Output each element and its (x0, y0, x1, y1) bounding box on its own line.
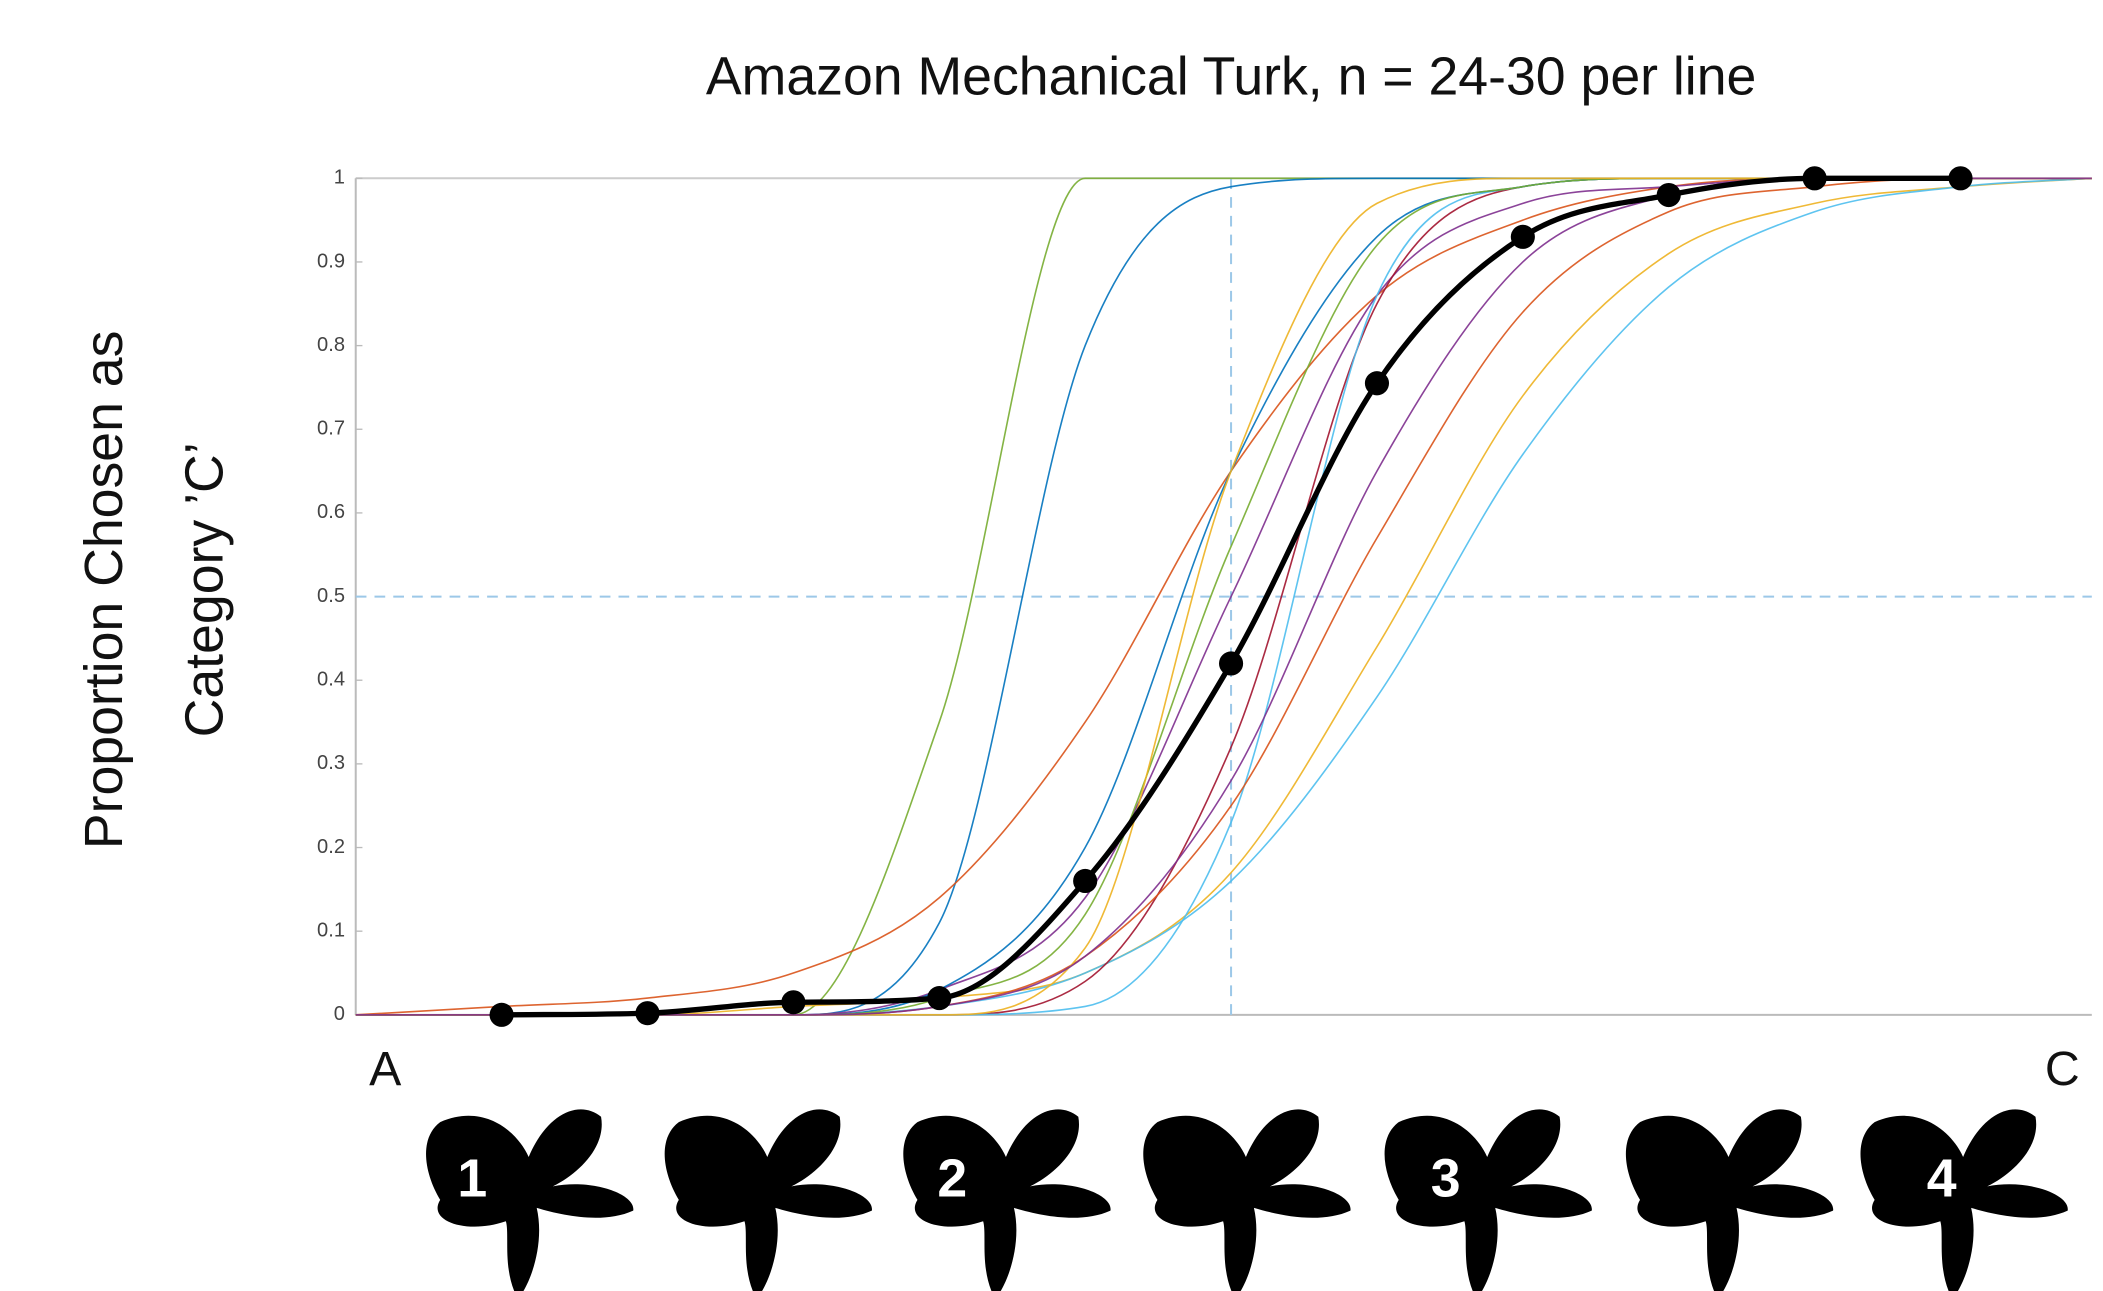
data-point (1365, 371, 1389, 395)
data-point (1073, 869, 1097, 893)
x-end-label: A (369, 1042, 402, 1096)
y-tick-label: 0.1 (317, 919, 345, 941)
data-point (1219, 651, 1243, 675)
y-axis-label: Proportion Chosen as (74, 331, 134, 850)
stimulus-image (1385, 1109, 1592, 1291)
stimulus-image (665, 1109, 872, 1291)
y-tick-label: 0.5 (317, 585, 345, 607)
stimulus-label: 1 (457, 1149, 487, 1209)
x-end-label: C (2045, 1042, 2080, 1096)
y-tick-label: 0.6 (317, 501, 345, 523)
y-tick-label: 0.7 (317, 418, 345, 440)
data-point (781, 990, 805, 1014)
y-tick-label: 0.4 (317, 669, 345, 691)
stimuli (426, 1109, 2068, 1291)
y-tick-label: 0.2 (317, 836, 345, 858)
data-point (1948, 166, 1972, 190)
page: {"chart_data": { "type": "line", "title"… (0, 0, 2103, 1291)
stimulus-image (1626, 1109, 1833, 1291)
y-tick-label: 0.9 (317, 250, 345, 272)
data-point (1657, 183, 1681, 207)
data-point (1803, 166, 1827, 190)
data-point (635, 1001, 659, 1025)
stimulus-label: 3 (1431, 1149, 1461, 1209)
data-point (490, 1003, 514, 1027)
stimulus-image (1143, 1109, 1350, 1291)
chart: Amazon Mechanical Turk, n = 24-30 per li… (0, 0, 2103, 1291)
stimulus-label: 2 (937, 1149, 967, 1209)
chart-title: Amazon Mechanical Turk, n = 24-30 per li… (706, 47, 1756, 107)
y-tick-label: 0.8 (317, 334, 345, 356)
data-point (927, 986, 951, 1010)
y-tick-label: 0 (334, 1003, 345, 1025)
data-point (1511, 225, 1535, 249)
stimulus-label: 4 (1927, 1149, 1957, 1209)
stimulus-image (1860, 1109, 2067, 1291)
y-axis-label: Category ’C’ (174, 442, 234, 737)
y-tick-label: 1 (334, 167, 345, 189)
stimulus-image (903, 1109, 1110, 1291)
y-tick-label: 0.3 (317, 752, 345, 774)
